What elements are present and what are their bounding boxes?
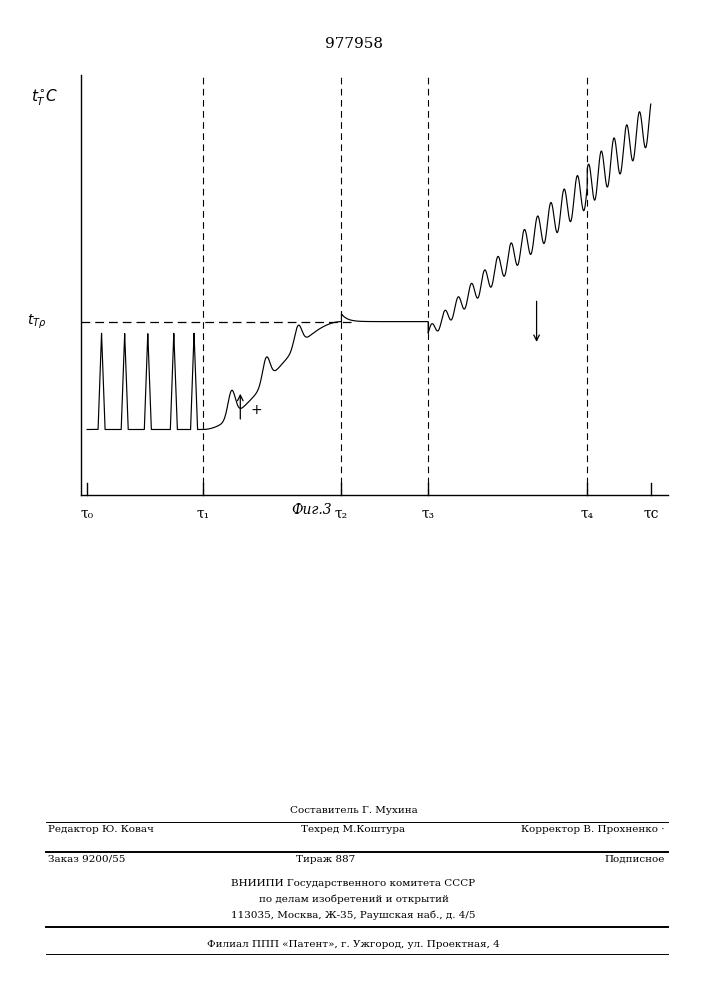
Text: $t_{T\rho}$: $t_{T\rho}$ (27, 312, 46, 331)
Text: τ₁: τ₁ (196, 507, 209, 521)
Text: 113035, Москва, Ж-35, Раушская наб., д. 4/5: 113035, Москва, Ж-35, Раушская наб., д. … (231, 911, 476, 920)
Text: τ₃: τ₃ (421, 507, 435, 521)
Text: τ₄: τ₄ (580, 507, 594, 521)
Text: +: + (251, 403, 262, 417)
Text: Подписное: Подписное (604, 855, 665, 864)
Text: 977958: 977958 (325, 37, 382, 51)
Text: Корректор В. Прохненко ·: Корректор В. Прохненко · (521, 825, 665, 834)
Text: τс: τс (643, 507, 658, 521)
Text: τ₂: τ₂ (335, 507, 348, 521)
Text: Филиал ППП «Патент», г. Ужгород, ул. Проектная, 4: Филиал ППП «Патент», г. Ужгород, ул. Про… (207, 940, 500, 949)
Text: Фиг.3: Фиг.3 (291, 503, 332, 517)
Text: Техред М.Коштура: Техред М.Коштура (301, 825, 406, 834)
Text: ВНИИПИ Государственного комитета СССР: ВНИИПИ Государственного комитета СССР (231, 879, 476, 888)
Text: Редактор Ю. Ковач: Редактор Ю. Ковач (48, 825, 154, 834)
Text: τ₀: τ₀ (81, 507, 93, 521)
Text: Тираж 887: Тираж 887 (296, 855, 355, 864)
Text: Заказ 9200/55: Заказ 9200/55 (48, 855, 125, 864)
Text: $t_T^{\circ}C$: $t_T^{\circ}C$ (31, 88, 58, 108)
Text: Составитель Г. Мухина: Составитель Г. Мухина (290, 806, 417, 815)
Text: по делам изобретений и открытий: по делам изобретений и открытий (259, 895, 448, 904)
